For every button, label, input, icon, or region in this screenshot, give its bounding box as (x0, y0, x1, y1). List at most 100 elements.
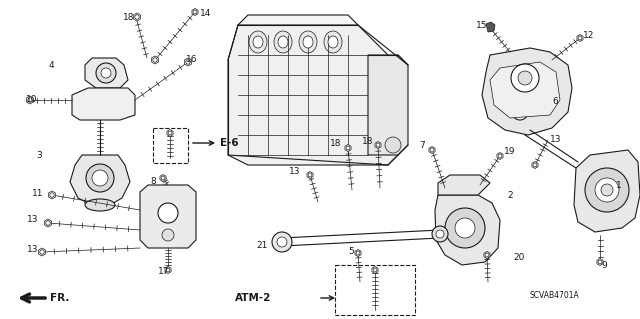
Circle shape (601, 184, 613, 196)
Ellipse shape (328, 36, 338, 48)
Circle shape (193, 10, 197, 14)
Circle shape (50, 193, 54, 197)
Text: 17: 17 (158, 268, 170, 277)
Text: 7: 7 (419, 142, 425, 151)
Text: 1: 1 (616, 182, 621, 190)
Circle shape (40, 250, 44, 254)
Polygon shape (435, 195, 500, 265)
Polygon shape (45, 219, 51, 227)
Ellipse shape (253, 36, 263, 48)
Circle shape (153, 58, 157, 62)
Text: 16: 16 (186, 56, 198, 64)
Polygon shape (597, 258, 603, 265)
Ellipse shape (85, 199, 115, 211)
Polygon shape (160, 174, 166, 182)
Polygon shape (140, 185, 196, 248)
Polygon shape (429, 146, 435, 153)
Text: 13: 13 (26, 216, 38, 225)
Ellipse shape (274, 31, 292, 53)
Circle shape (455, 218, 475, 238)
Circle shape (430, 148, 434, 152)
Polygon shape (70, 155, 130, 205)
Circle shape (373, 268, 377, 272)
Text: 6: 6 (552, 98, 557, 107)
Circle shape (511, 64, 539, 92)
Polygon shape (85, 58, 128, 88)
Text: 11: 11 (31, 189, 43, 197)
Circle shape (376, 143, 380, 147)
Text: 21: 21 (257, 241, 268, 250)
Circle shape (135, 15, 140, 19)
Polygon shape (532, 161, 538, 168)
Text: 19: 19 (504, 147, 515, 157)
Circle shape (346, 146, 350, 150)
Polygon shape (345, 145, 351, 152)
Bar (335, 265, 415, 315)
Polygon shape (228, 25, 398, 165)
Polygon shape (486, 22, 495, 32)
Circle shape (485, 253, 489, 257)
Polygon shape (438, 175, 490, 195)
Circle shape (385, 137, 401, 153)
Text: 20: 20 (513, 254, 524, 263)
Polygon shape (72, 88, 135, 120)
Ellipse shape (303, 36, 313, 48)
Circle shape (356, 251, 360, 255)
Circle shape (511, 64, 539, 92)
Circle shape (161, 176, 165, 180)
Circle shape (436, 230, 444, 238)
Circle shape (101, 68, 111, 78)
Circle shape (272, 232, 292, 252)
Circle shape (86, 164, 114, 192)
Circle shape (578, 36, 582, 40)
Polygon shape (574, 150, 640, 232)
Polygon shape (355, 249, 361, 256)
Text: 5: 5 (348, 248, 354, 256)
Circle shape (166, 268, 170, 272)
Text: 9: 9 (601, 262, 607, 271)
Circle shape (518, 71, 532, 85)
Polygon shape (152, 56, 159, 64)
Polygon shape (192, 9, 198, 16)
Circle shape (168, 131, 172, 135)
Circle shape (158, 203, 178, 223)
Circle shape (162, 229, 174, 241)
Text: 15: 15 (476, 20, 487, 29)
Polygon shape (375, 142, 381, 149)
Text: 14: 14 (200, 9, 211, 18)
Circle shape (518, 71, 532, 85)
Polygon shape (577, 34, 583, 41)
Text: 18: 18 (362, 137, 373, 145)
Ellipse shape (299, 31, 317, 53)
Text: 18: 18 (330, 139, 341, 149)
Circle shape (512, 104, 528, 120)
Text: 18: 18 (123, 12, 134, 21)
Circle shape (445, 208, 485, 248)
Text: 4: 4 (49, 61, 54, 70)
Text: FR.: FR. (50, 293, 69, 303)
Polygon shape (167, 130, 173, 137)
Polygon shape (497, 152, 503, 160)
Polygon shape (26, 96, 33, 104)
Circle shape (598, 260, 602, 264)
Text: 13: 13 (550, 136, 561, 145)
Text: ATM-2: ATM-2 (235, 293, 271, 303)
Text: 3: 3 (36, 151, 42, 160)
Circle shape (595, 178, 619, 202)
Circle shape (585, 168, 629, 212)
Text: 12: 12 (583, 31, 595, 40)
Text: 2: 2 (507, 191, 513, 201)
Text: SCVAB4701A: SCVAB4701A (530, 292, 580, 300)
Circle shape (432, 226, 448, 242)
Text: 10: 10 (26, 95, 37, 105)
Ellipse shape (249, 31, 267, 53)
Circle shape (308, 173, 312, 177)
Text: E-6: E-6 (220, 138, 239, 148)
Polygon shape (184, 58, 191, 66)
Ellipse shape (278, 36, 288, 48)
Polygon shape (307, 172, 313, 179)
Polygon shape (484, 251, 490, 258)
Ellipse shape (324, 31, 342, 53)
Polygon shape (134, 13, 140, 21)
Circle shape (96, 63, 116, 83)
